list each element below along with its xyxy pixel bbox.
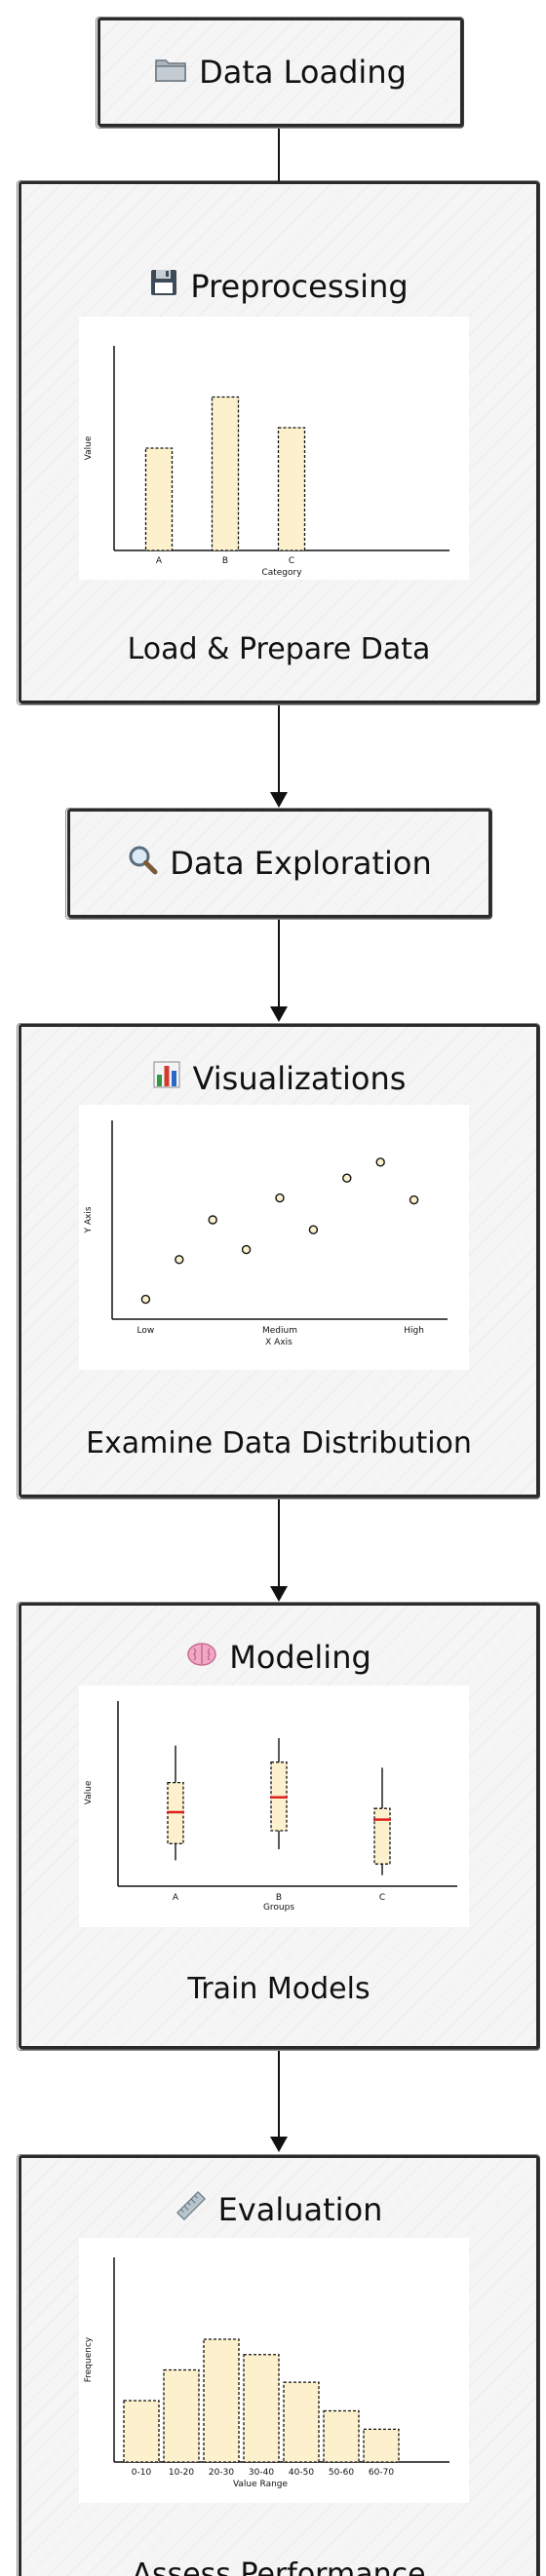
scatter-point [409,1194,419,1205]
node-data-loading-label: Data Loading [199,54,407,91]
scatter-point [375,1157,385,1167]
hist-bar-10-20 [163,2368,200,2463]
scatter-point [342,1173,352,1183]
scatter-chart-panel: Low Medium High X Axis Y Axis [79,1105,469,1370]
tick-label-60-70: 60-70 [369,2468,394,2478]
hist-bar-40-50 [283,2381,320,2463]
scatter-point [208,1215,217,1225]
histogram-chart: 0-10 10-20 20-30 30-40 40-50 50-60 60-70 Value … [84,2257,449,2489]
arrow-5 [270,2051,288,2152]
node-preprocessing-label: Preprocessing [190,268,409,305]
scatter-point [275,1193,285,1203]
arrow-2 [270,705,288,808]
tick-label-A: A [173,1893,179,1903]
y-axis-label: Y Axis [84,1206,94,1233]
bar-chart-icon [152,1060,181,1097]
magnifier-icon [127,844,158,883]
tick-label-30-40: 30-40 [249,2468,274,2478]
box-B [270,1738,288,1849]
scatter-point [175,1255,184,1265]
node-visualizations-title: Visualizations [21,1058,536,1097]
node-evaluation-title: Evaluation [21,2189,536,2229]
node-data-exploration-title: Data Exploration [70,843,488,883]
tick-label-C: C [379,1893,385,1903]
bar-chart-panel: A B C Category Value [79,317,469,580]
folder-icon [154,54,187,91]
node-data-loading[interactable]: Data Loading [96,17,464,129]
x-axis-label: Value Range [233,2480,289,2489]
x-axis-label: X Axis [265,1338,292,1347]
scatter-chart: Low Medium High X Axis Y Axis [84,1120,448,1347]
node-data-exploration-label: Data Exploration [170,845,432,882]
hist-bar-30-40 [243,2354,280,2463]
hist-bar-20-30 [203,2338,240,2463]
floppy-disk-icon [149,268,178,305]
tick-label-C: C [289,556,294,566]
ruler-icon [176,2190,207,2229]
arrow-4 [270,1499,288,1602]
box-A [167,1745,184,1861]
bar-B [211,396,240,551]
tick-label-50-60: 50-60 [329,2468,354,2478]
box-body [373,1807,391,1865]
box-chart-panel: A B C Groups Value [79,1686,469,1927]
node-visualizations-label: Visualizations [192,1060,407,1097]
tick-label-high: High [404,1326,424,1336]
tick-label-medium: Medium [262,1326,297,1336]
scatter-point [308,1225,319,1234]
tick-label-low: Low [137,1326,155,1336]
bar-A [144,447,174,551]
tick-label-10-20: 10-20 [169,2468,194,2478]
tick-label-A: A [156,556,163,566]
y-axis-label: Frequency [84,2336,94,2382]
y-axis-label: Value [84,436,94,460]
node-modeling-label: Modeling [229,1639,371,1676]
tick-label-B: B [276,1893,282,1903]
y-axis-label: Value [84,1780,94,1804]
tick-label-0-10: 0-10 [132,2468,152,2478]
node-preprocessing[interactable]: Preprocessing A B C Category Value Load & Pr… [17,180,540,705]
scatter-point [140,1294,151,1305]
node-modeling[interactable]: Modeling A B C Groups Value Train Models [17,1602,540,2051]
tick-label-40-50: 40-50 [289,2468,314,2478]
node-data-exploration[interactable]: Data Exploration [65,808,492,920]
scatter-point [241,1244,252,1255]
hist-bar-60-70 [363,2428,400,2463]
x-axis-label: Groups [263,1903,294,1913]
node-evaluation[interactable]: Evaluation 0-10 10-20 20-30 30-40 40-50 50-60… [17,2154,540,2576]
node-visualizations[interactable]: Visualizations Low Medium High X Axis Y Axis… [17,1023,540,1499]
tick-label-B: B [222,556,228,566]
bar-chart: A B C Category Value [84,346,449,578]
node-evaluation-caption: Assess Performance [132,2557,426,2576]
histogram-chart-panel: 0-10 10-20 20-30 30-40 40-50 50-60 60-70 Value … [79,2238,469,2503]
tick-label-20-30: 20-30 [209,2468,234,2478]
arrow-3 [270,920,288,1022]
node-data-loading-title: Data Loading [100,52,460,91]
node-visualizations-caption: Examine Data Distribution [86,1426,472,1460]
node-modeling-caption: Train Models [187,1972,370,2006]
bar-C [277,427,306,551]
brain-icon [186,1639,217,1676]
node-modeling-title: Modeling [21,1637,536,1676]
node-preprocessing-title: Preprocessing [21,266,536,305]
box-chart: A B C Groups Value [84,1701,457,1913]
node-preprocessing-caption: Load & Prepare Data [127,632,431,666]
box-C [373,1767,391,1875]
node-evaluation-label: Evaluation [217,2191,383,2228]
x-axis-label: Category [261,568,302,578]
hist-bar-0-10 [123,2400,160,2463]
hist-bar-50-60 [323,2409,360,2463]
